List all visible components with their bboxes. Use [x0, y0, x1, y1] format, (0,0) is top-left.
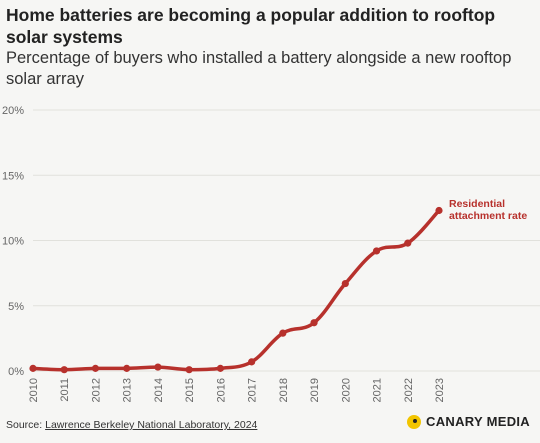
x-tick-label: 2017: [247, 378, 259, 402]
y-tick-label: 15%: [2, 170, 24, 182]
data-point: [123, 364, 131, 372]
source-link[interactable]: Lawrence Berkeley National Laboratory, 2…: [45, 419, 258, 431]
data-point: [216, 364, 224, 372]
x-tick-label: 2019: [309, 378, 321, 402]
x-tick-label: 2012: [90, 378, 102, 402]
data-point: [29, 364, 37, 372]
x-tick-label: 2011: [59, 378, 71, 402]
series-label: attachment rate: [449, 210, 527, 222]
brand-name: CANARY MEDIA: [426, 414, 530, 429]
y-tick-label: 20%: [2, 105, 24, 117]
source-note: Source: Lawrence Berkeley National Labor…: [6, 419, 257, 431]
y-tick-label: 5%: [8, 301, 24, 313]
x-tick-label: 2014: [153, 378, 165, 402]
x-tick-label: 2013: [122, 378, 134, 402]
x-tick-label: 2023: [434, 378, 446, 402]
data-point: [310, 319, 318, 327]
x-tick-label: 2016: [215, 378, 227, 402]
chart-title: Home batteries are becoming a popular ad…: [6, 5, 496, 47]
x-tick-label: 2020: [340, 378, 352, 402]
chart-subtitle: Percentage of buyers who installed a bat…: [6, 49, 512, 88]
data-point: [279, 329, 287, 337]
data-point: [91, 364, 100, 372]
series-label: Residential: [449, 198, 505, 210]
source-label: Source:: [6, 419, 43, 431]
data-point: [372, 247, 381, 255]
x-tick-label: 2015: [184, 378, 196, 402]
data-point: [404, 239, 412, 247]
brand-logo: CANARY MEDIA: [407, 414, 530, 429]
y-tick-label: 10%: [2, 236, 24, 248]
data-point: [60, 366, 68, 374]
data-point: [154, 363, 162, 371]
x-tick-label: 2021: [372, 378, 384, 402]
y-tick-label: 0%: [8, 366, 24, 378]
series-line: [31, 208, 441, 372]
x-tick-label: 2010: [28, 378, 40, 402]
data-point: [435, 206, 443, 215]
data-point: [341, 279, 349, 288]
data-point: [248, 358, 256, 366]
data-point: [185, 366, 193, 374]
x-tick-label: 2022: [403, 378, 415, 402]
x-tick-label: 2018: [278, 378, 290, 402]
canary-logo-icon: [407, 414, 421, 429]
